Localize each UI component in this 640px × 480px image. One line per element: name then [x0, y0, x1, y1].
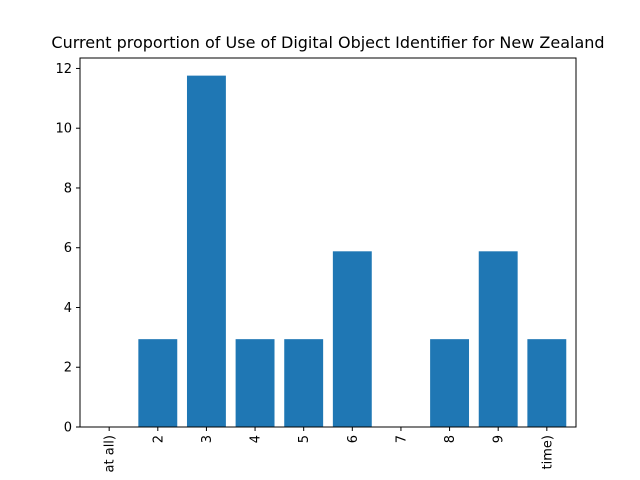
x-tick-label: 6 [346, 435, 361, 443]
x-tick-label: time) [540, 435, 555, 469]
x-tick-label: 8 [443, 435, 458, 443]
bar-3 [186, 75, 226, 427]
y-tick-label: 0 [64, 421, 72, 436]
bar-6 [332, 251, 372, 427]
y-tick-label: 12 [55, 62, 72, 77]
x-tick-label: 3 [200, 435, 215, 443]
bar-4 [235, 339, 275, 427]
x-tick-label: 4 [249, 435, 264, 443]
y-axis: 0 2 4 6 8 10 12 [55, 62, 80, 436]
bar-series [138, 75, 567, 427]
bar-2 [138, 339, 178, 427]
x-tick-label: 5 [297, 435, 312, 443]
x-axis: at all) 2 3 4 5 6 7 8 9 time) [103, 427, 555, 472]
x-tick-label: 7 [394, 435, 409, 443]
plot-frame [79, 57, 577, 428]
y-tick-label: 8 [64, 181, 72, 196]
x-tick-label: at all) [103, 435, 118, 472]
bar-5 [284, 339, 324, 427]
y-tick-label: 2 [64, 361, 72, 376]
bar-time [527, 339, 567, 427]
y-tick-label: 4 [64, 301, 72, 316]
bar-8 [430, 339, 470, 427]
y-tick-label: 6 [64, 241, 72, 256]
y-tick-label: 10 [55, 122, 72, 137]
chart-title: Current proportion of Use of Digital Obj… [51, 33, 604, 52]
x-tick-label: 9 [492, 435, 507, 443]
x-tick-label: 2 [151, 435, 166, 443]
bar-9 [478, 251, 518, 427]
